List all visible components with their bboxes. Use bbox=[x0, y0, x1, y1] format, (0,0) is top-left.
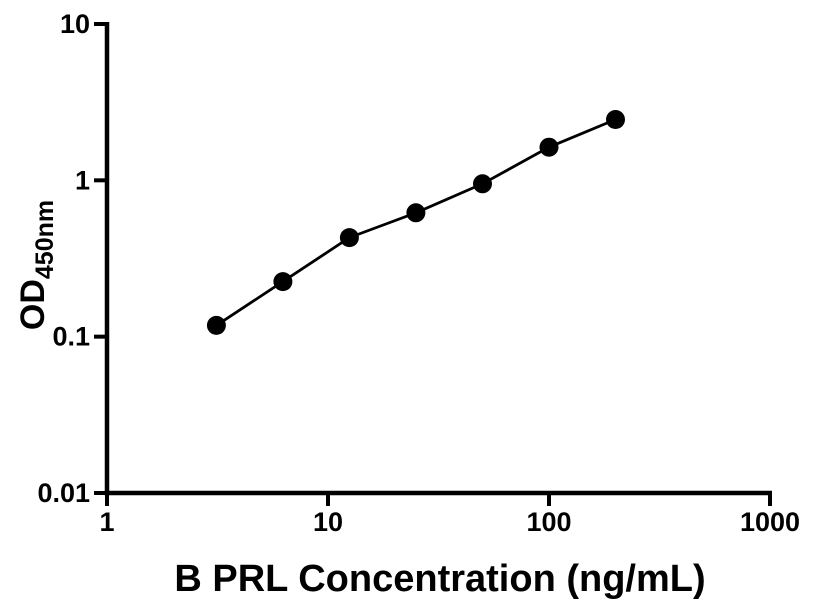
data-series bbox=[206, 110, 625, 335]
y-axis-title: OD450nm bbox=[14, 200, 59, 330]
x-tick-label: 100 bbox=[526, 507, 571, 537]
y-tick-label: 10 bbox=[60, 9, 90, 39]
data-point-marker bbox=[406, 203, 426, 223]
y-axis-title-main: OD bbox=[14, 279, 52, 330]
data-point-marker bbox=[606, 110, 625, 129]
x-tick-label: 1000 bbox=[740, 507, 800, 537]
y-axis-title-subscript: 450nm bbox=[31, 200, 59, 279]
y-axis-ticks: 10 1 0.1 0.01 bbox=[37, 9, 107, 508]
data-point-marker bbox=[339, 228, 359, 248]
axes bbox=[104, 22, 772, 496]
x-tick-label: 10 bbox=[313, 507, 343, 537]
y-tick-label: 1 bbox=[75, 165, 90, 195]
y-tick-label: 0.01 bbox=[37, 478, 90, 508]
data-point-marker bbox=[539, 137, 559, 157]
data-point-marker bbox=[273, 272, 293, 292]
x-axis-title: B PRL Concentration (ng/mL) bbox=[174, 558, 705, 600]
data-point-marker bbox=[473, 174, 492, 194]
x-tick-label: 1 bbox=[99, 507, 114, 537]
x-axis-ticks: 1 10 100 1000 bbox=[99, 493, 800, 537]
y-tick-label: 0.1 bbox=[52, 322, 90, 352]
data-point-marker bbox=[206, 315, 226, 335]
